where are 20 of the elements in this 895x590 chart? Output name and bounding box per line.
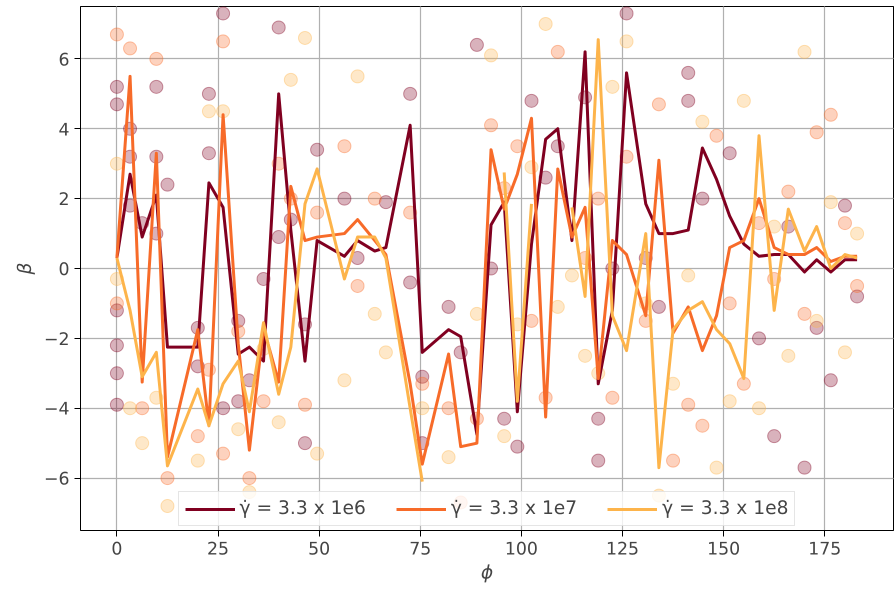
y-tick-label: 2	[58, 190, 70, 210]
x-tick-label: 175	[808, 540, 842, 560]
legend-label: γ̇ = 3.3 x 1e6	[240, 498, 366, 519]
x-tick-label: 0	[111, 540, 122, 560]
x-tick-label: 125	[606, 540, 640, 560]
y-tick-label: 0	[58, 260, 70, 280]
x-tick-label: 50	[308, 540, 330, 560]
y-tick-label: 4	[58, 120, 70, 140]
x-tick-label: 25	[207, 540, 230, 560]
legend-label: γ̇ = 3.3 x 1e8	[662, 498, 788, 519]
y-axis-title: β	[14, 262, 36, 276]
x-axis-title: ϕ	[480, 562, 494, 584]
y-tick-label: −4	[44, 400, 70, 420]
x-tick-label: 100	[504, 540, 538, 560]
y-tick-label: −6	[44, 470, 70, 490]
x-tick-label: 75	[409, 540, 432, 560]
legend-label: γ̇ = 3.3 x 1e7	[450, 498, 578, 519]
y-tick-label: −2	[44, 330, 70, 350]
x-tick-label: 150	[707, 540, 740, 560]
y-tick-label: 6	[58, 50, 70, 70]
